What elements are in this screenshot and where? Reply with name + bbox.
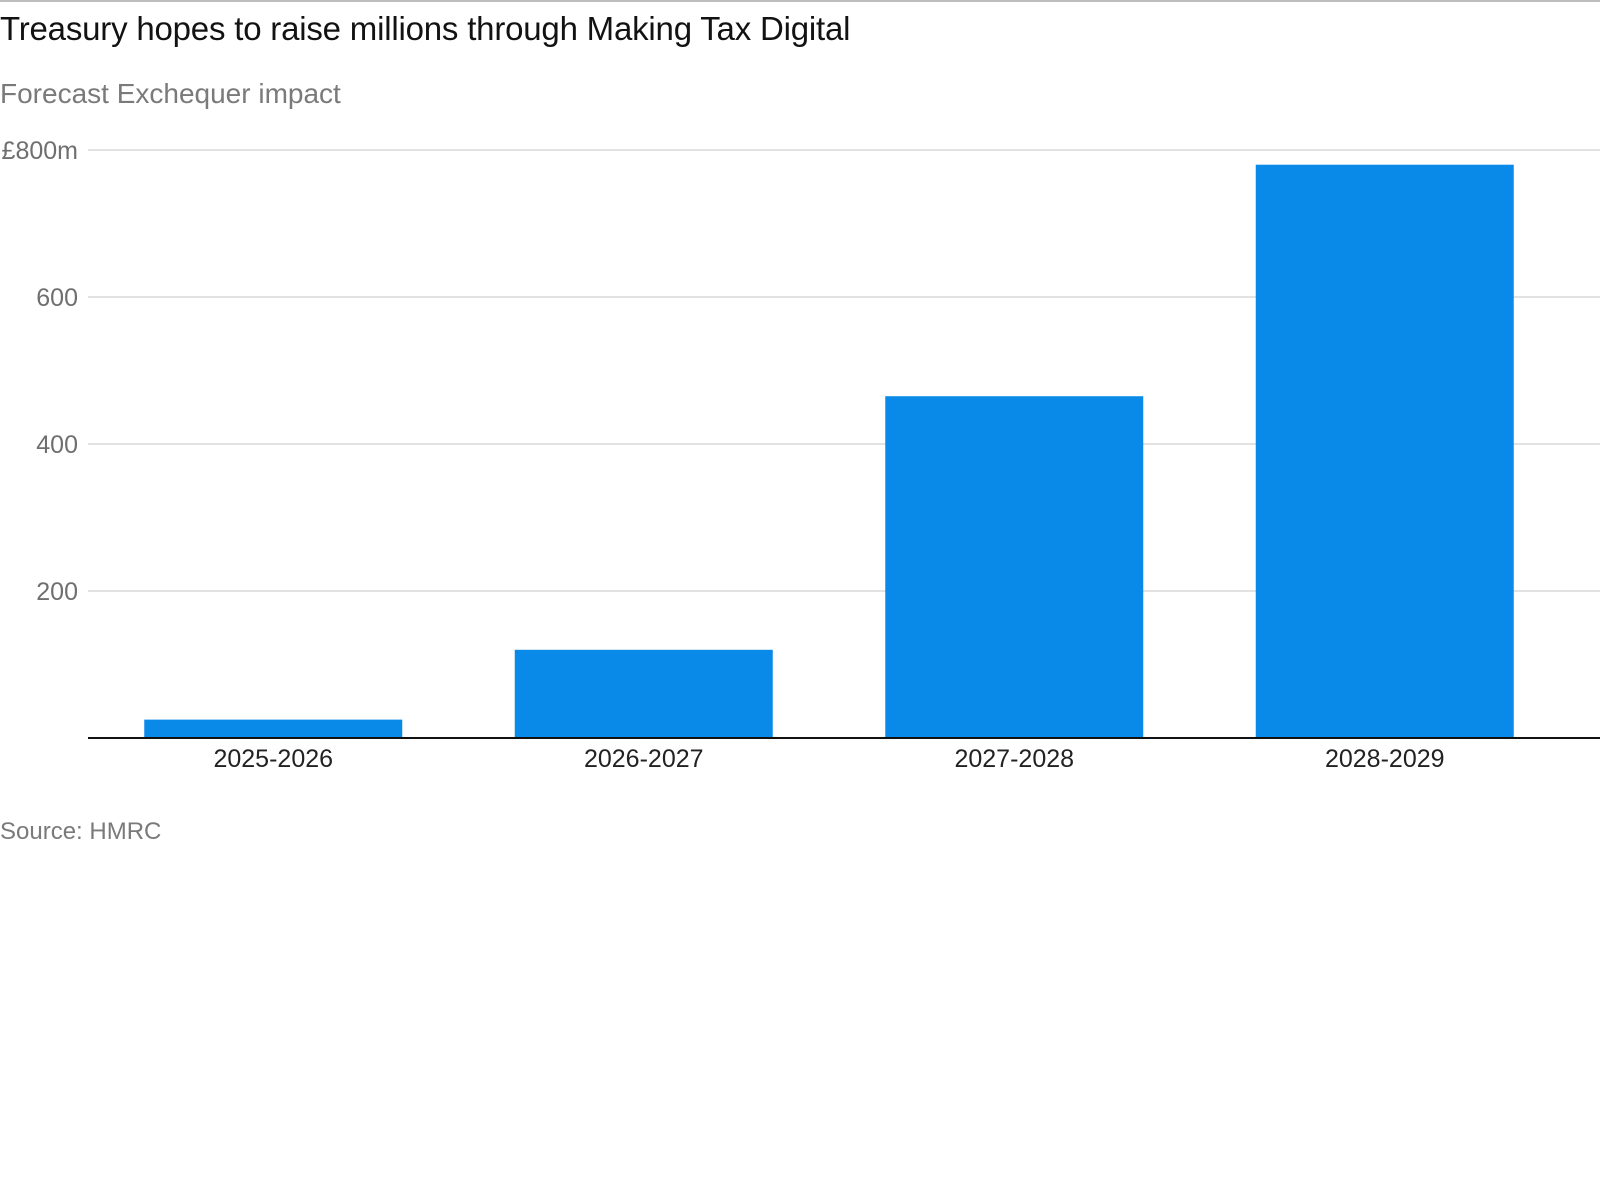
bar-2027-2028: [885, 396, 1144, 738]
bar-2025-2026: [144, 719, 403, 738]
bar-chart: 200 400 600 £800m 2025-2026 2026-2027 2027-20…: [2, 137, 1600, 773]
y-tick-label: £800m: [2, 137, 78, 165]
x-tick-label: 2026-2027: [584, 745, 704, 773]
x-tick-label: 2025-2026: [213, 745, 333, 773]
bars: [144, 164, 1514, 738]
bar-2028-2029: [1255, 164, 1514, 738]
y-tick-label: 400: [36, 431, 78, 459]
chart-subtitle: Forecast Exchequer impact: [0, 78, 341, 109]
y-tick-label: 200: [36, 578, 78, 606]
source-note: Source: HMRC: [0, 818, 162, 845]
x-axis-tick-labels: 2025-2026 2026-2027 2027-2028 2028-2029: [213, 745, 1444, 773]
y-tick-label: 600: [36, 284, 78, 312]
bar-2026-2027: [514, 649, 773, 738]
x-tick-label: 2027-2028: [954, 745, 1074, 773]
y-axis-tick-labels: 200 400 600 £800m: [2, 137, 78, 606]
x-tick-label: 2028-2029: [1325, 745, 1445, 773]
top-rule: [0, 0, 1600, 2]
chart-title: Treasury hopes to raise millions through…: [0, 10, 851, 47]
